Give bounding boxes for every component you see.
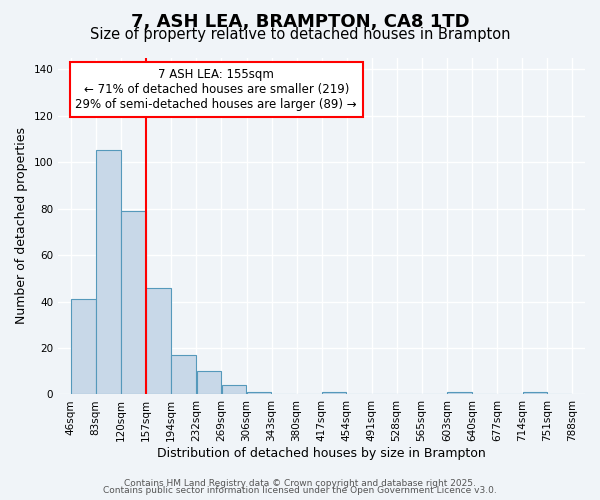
Bar xyxy=(322,392,346,394)
Text: Contains HM Land Registry data © Crown copyright and database right 2025.: Contains HM Land Registry data © Crown c… xyxy=(124,478,476,488)
Bar xyxy=(121,211,146,394)
Text: 7 ASH LEA: 155sqm
← 71% of detached houses are smaller (219)
29% of semi-detache: 7 ASH LEA: 155sqm ← 71% of detached hous… xyxy=(76,68,357,110)
Bar xyxy=(197,371,221,394)
Bar xyxy=(448,392,472,394)
Bar xyxy=(247,392,271,394)
Bar xyxy=(71,299,95,394)
Y-axis label: Number of detached properties: Number of detached properties xyxy=(15,128,28,324)
Text: Contains public sector information licensed under the Open Government Licence v3: Contains public sector information licen… xyxy=(103,486,497,495)
Bar xyxy=(171,355,196,395)
Text: Size of property relative to detached houses in Brampton: Size of property relative to detached ho… xyxy=(90,28,510,42)
Bar xyxy=(221,385,247,394)
Bar xyxy=(96,150,121,394)
Bar xyxy=(523,392,547,394)
Bar xyxy=(146,288,170,395)
X-axis label: Distribution of detached houses by size in Brampton: Distribution of detached houses by size … xyxy=(157,447,486,460)
Text: 7, ASH LEA, BRAMPTON, CA8 1TD: 7, ASH LEA, BRAMPTON, CA8 1TD xyxy=(131,12,469,30)
